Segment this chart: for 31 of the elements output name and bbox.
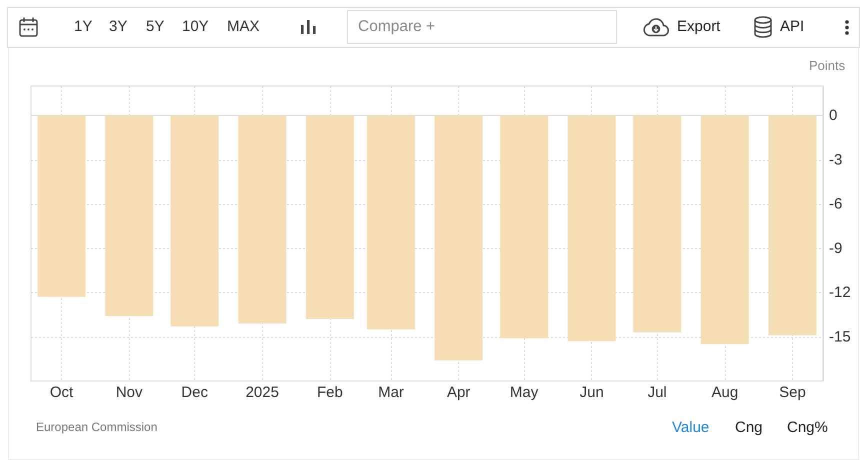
text: Export	[677, 18, 720, 36]
x-tick-label: Jul	[648, 384, 667, 401]
text: European Commission	[36, 420, 158, 435]
y-tick-label: -15	[829, 328, 851, 346]
text: 5Y	[146, 18, 164, 36]
y-tick-label: 0	[829, 107, 838, 124]
x-tick-label: Sep	[779, 384, 806, 401]
x-tick-label: Jun	[580, 384, 604, 401]
x-tick-label: Nov	[116, 384, 144, 401]
y-tick-label: -6	[829, 196, 842, 212]
text: Cng%	[787, 419, 828, 437]
text: API	[780, 18, 804, 36]
compare-field: Compare +	[347, 10, 617, 44]
y-tick-label: -12	[829, 284, 851, 301]
text: MAX	[227, 18, 260, 36]
x-tick-label: May	[510, 384, 539, 401]
text: 3Y	[109, 18, 128, 36]
text: Value	[672, 419, 710, 437]
y-axis-title: Points	[808, 58, 846, 73]
x-tick-label: Oct	[50, 384, 74, 401]
x-tick-label: Mar	[378, 384, 404, 401]
text: 10Y	[182, 18, 209, 36]
x-tick-label: Apr	[446, 384, 470, 401]
y-tick-label: -9	[829, 240, 842, 257]
x-tick-label: Dec	[181, 384, 208, 401]
text: Cng	[735, 419, 763, 437]
text: 1Y	[74, 18, 92, 36]
x-tick-label: Aug	[711, 384, 738, 401]
x-tick-label: 2025	[246, 384, 279, 401]
x-tick-label: Feb	[316, 384, 343, 401]
y-tick-label: -3	[829, 151, 842, 168]
